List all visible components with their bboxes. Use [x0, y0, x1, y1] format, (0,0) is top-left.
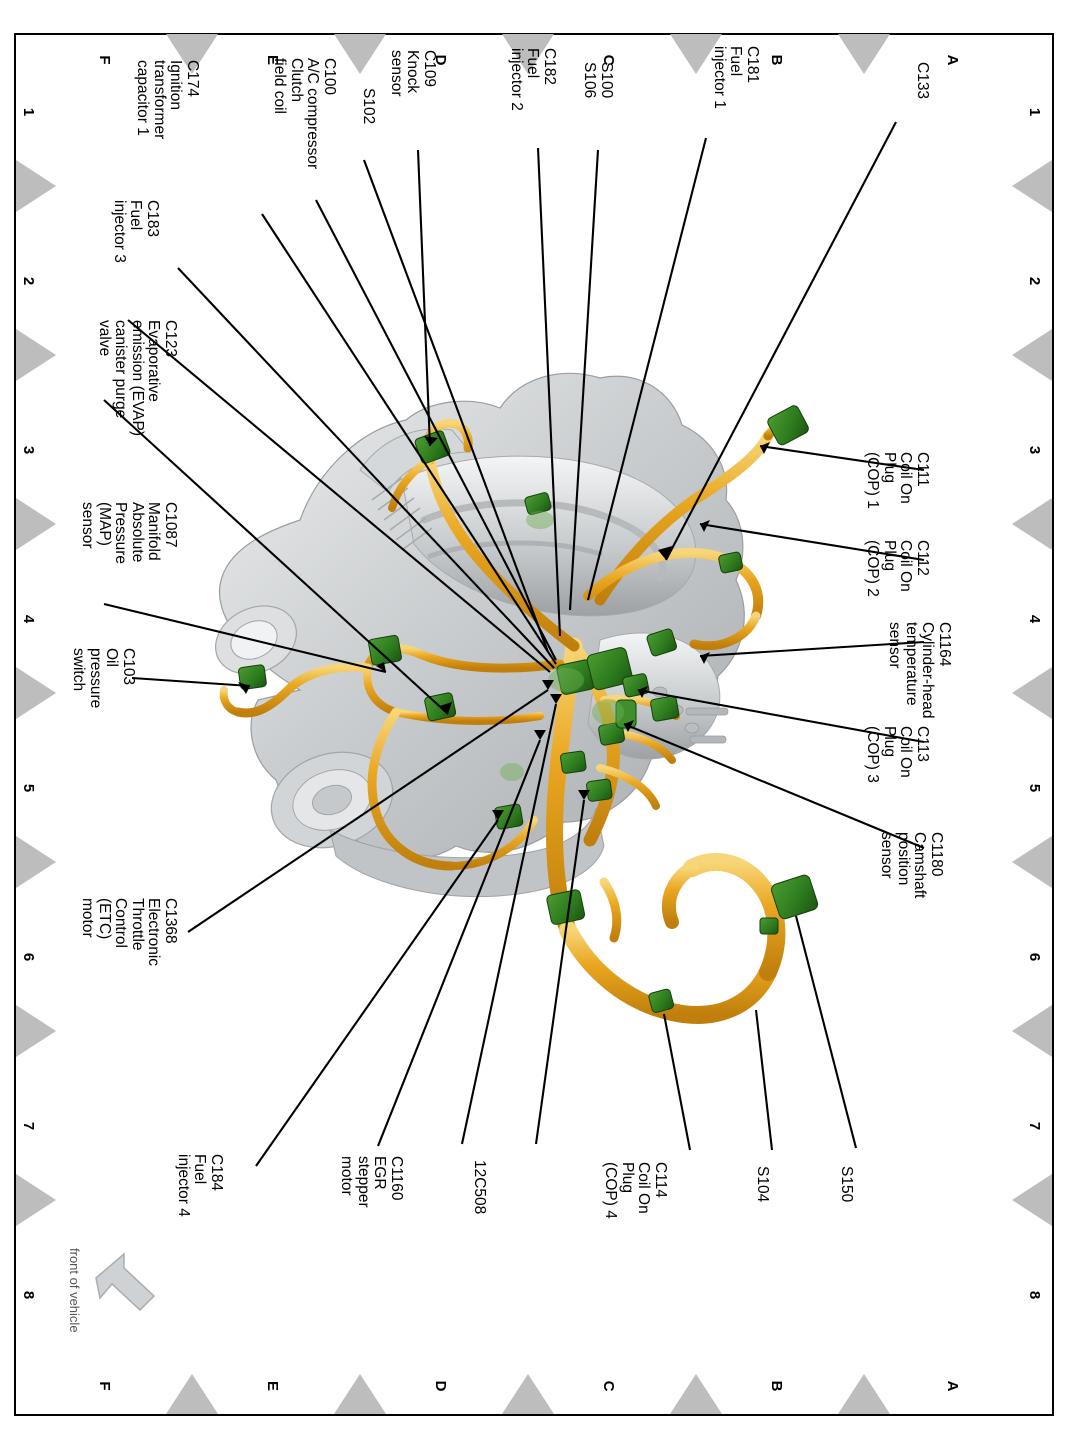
frame-number-right-6: 6: [1026, 952, 1043, 962]
frame-marker-top-1: [166, 34, 218, 74]
callout-C103: C103 Oil pressure switch: [70, 648, 138, 709]
frame-number-left-2: 2: [20, 276, 37, 286]
frame-marker-right-6: [1012, 1005, 1052, 1057]
callout-C1160: C1160 EGR stepper motor: [338, 1156, 406, 1208]
callout-C1368: C1368 Electronic Throttle Control (ETC) …: [79, 898, 180, 967]
callout-C114: C114 Coil On Plug (COP) 4: [602, 1162, 670, 1219]
frame-marker-left-5: [16, 836, 56, 888]
callout-12C508: 12C508: [471, 1160, 488, 1215]
frame-marker-bottom-1: [166, 1374, 218, 1414]
frame-marker-right-1: [1012, 160, 1052, 212]
frame-marker-right-4: [1012, 667, 1052, 719]
callout-S104: S104: [754, 1166, 771, 1203]
frame-number-left-4: 4: [20, 614, 37, 624]
frame-marker-left-1: [16, 160, 56, 212]
callout-C112: C112 Coil On Plug (COP) 2: [864, 540, 932, 597]
frame-marker-bottom-3: [502, 1374, 554, 1414]
front-of-vehicle-arrow: [95, 1252, 156, 1312]
frame-number-right-5: 5: [1026, 783, 1043, 793]
frame-number-right-8: 8: [1026, 1290, 1043, 1300]
frame-marker-left-7: [16, 1174, 56, 1226]
frame-number-left-1: 1: [20, 107, 37, 117]
frame-marker-top-5: [838, 34, 890, 74]
callout-C1164: C1164 Cylinder-head temperature sensor: [886, 622, 954, 719]
frame-marker-top-2: [334, 34, 386, 74]
frame-letter-top-A: A: [944, 54, 961, 66]
frame-marker-right-7: [1012, 1174, 1052, 1226]
callout-S150: S150: [838, 1166, 855, 1203]
frame-letter-bottom-C: C: [600, 1380, 617, 1392]
frame-letter-top-F: F: [96, 55, 113, 65]
frame-marker-bottom-2: [334, 1374, 386, 1414]
callout-C174: C174 Ignition transformer capacitor 1: [134, 60, 202, 140]
callout-C1087: C1087 Manifold Absolute Pressure (MAP) s…: [79, 502, 180, 565]
frame-marker-bottom-4: [670, 1374, 722, 1414]
frame-marker-right-2: [1012, 329, 1052, 381]
callout-C109: C109 Knock sensor: [388, 50, 438, 97]
front-of-vehicle-label: front of vehicle: [67, 1248, 82, 1333]
frame-letter-bottom-D: D: [432, 1380, 449, 1392]
callout-S100: S100 S106: [581, 62, 616, 99]
frame-marker-left-6: [16, 1005, 56, 1057]
callout-C123: C123 Evaporative emission (EVAP) caniste…: [96, 320, 179, 436]
callout-C182: C182 Fuel injector 2: [508, 48, 558, 111]
frame-marker-top-3: [502, 34, 554, 74]
frame-letter-bottom-B: B: [768, 1380, 785, 1392]
frame-marker-right-5: [1012, 836, 1052, 888]
callout-C111: C111 Coil On Plug (COP) 1: [864, 452, 932, 509]
callout-C100: C100 A/C compressor Clutch field coil: [271, 58, 339, 170]
frame-letter-bottom-E: E: [264, 1380, 281, 1391]
frame-number-right-3: 3: [1026, 445, 1043, 455]
frame-marker-left-4: [16, 667, 56, 719]
callout-S102: S102: [360, 88, 377, 125]
frame-number-left-7: 7: [20, 1121, 37, 1131]
callout-C113: C113 Coil On Plug (COP) 3: [864, 726, 932, 783]
callout-C184: C184 Fuel injector 4: [175, 1154, 225, 1217]
callout-C181: C181 Fuel injector 1: [711, 46, 761, 109]
frame-number-left-6: 6: [20, 952, 37, 962]
frame-number-right-2: 2: [1026, 276, 1043, 286]
callout-C183: C183 Fuel injector 3: [111, 200, 161, 263]
frame-number-left-3: 3: [20, 445, 37, 455]
frame-number-left-5: 5: [20, 783, 37, 793]
callout-C1180: C1180 Camshaft position sensor: [878, 832, 946, 899]
frame-number-left-8: 8: [20, 1290, 37, 1300]
frame-letter-top-B: B: [768, 54, 785, 66]
frame-marker-bottom-5: [838, 1374, 890, 1414]
frame-marker-right-3: [1012, 498, 1052, 550]
frame-marker-left-3: [16, 498, 56, 550]
frame-letter-bottom-F: F: [96, 1381, 113, 1391]
frame-marker-top-4: [670, 34, 722, 74]
frame-marker-left-2: [16, 329, 56, 381]
frame-number-right-4: 4: [1026, 614, 1043, 624]
frame-number-right-1: 1: [1026, 107, 1043, 117]
frame-letter-bottom-A: A: [944, 1380, 961, 1392]
callout-C133: C133: [914, 62, 931, 100]
frame-number-right-7: 7: [1026, 1121, 1043, 1131]
